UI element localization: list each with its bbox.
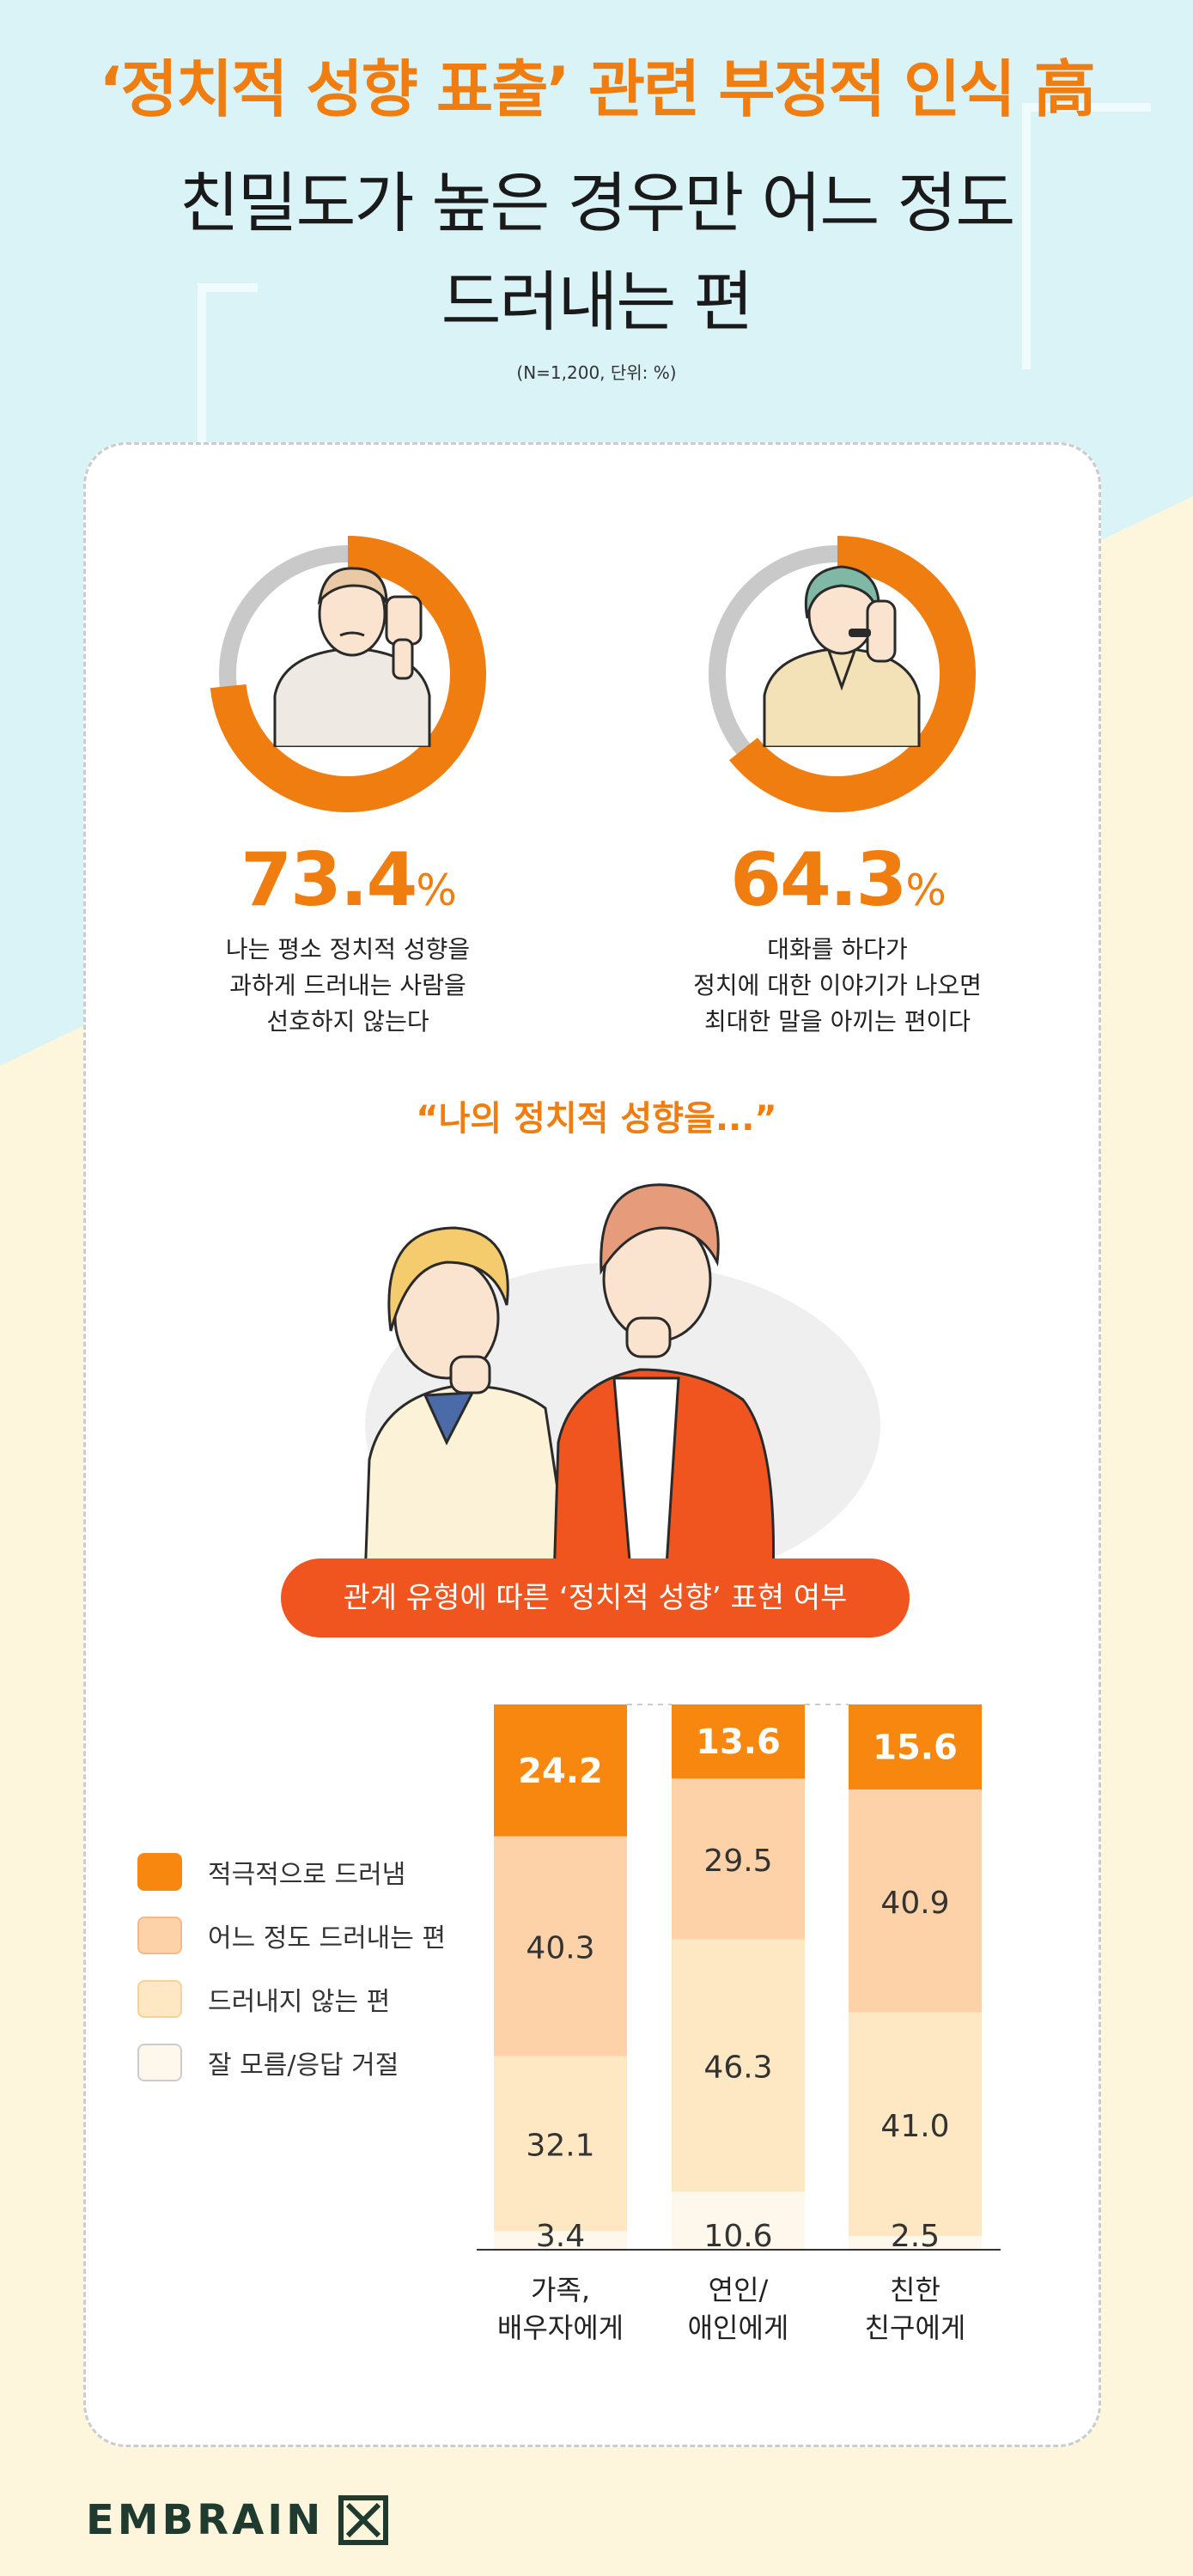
bar-segment xyxy=(672,2191,805,2250)
title-line-2: 친밀도가 높은 경우만 어느 정도 xyxy=(179,165,1016,241)
data-label: 10.6 xyxy=(703,2219,772,2254)
category-label: 배우자에게 xyxy=(497,2312,624,2344)
legend-swatch xyxy=(137,1980,182,2018)
legend-label: 적극적으로 드러냄 xyxy=(208,1860,406,1890)
background-arrow-decoration xyxy=(198,283,258,447)
thinking-couple-illustration xyxy=(363,1183,880,1580)
data-label: 40.3 xyxy=(526,1931,594,1966)
legend-item: 어느 정도 드러내는 편 xyxy=(137,1917,446,1954)
donut-arc xyxy=(729,536,976,812)
category-label: 연인/ xyxy=(709,2274,769,2306)
person-thumbs-down-illustration xyxy=(273,567,431,747)
stat-1-description: 나는 평소 정치적 성향을 과하게 드러내는 사람을 선호하지 않는다 xyxy=(225,935,471,1036)
data-label: 46.3 xyxy=(703,2050,772,2086)
sample-note: (N=1,200, 단위: %) xyxy=(516,362,677,383)
legend-label: 드러내지 않는 편 xyxy=(208,1987,391,2017)
data-label: 13.6 xyxy=(696,1722,781,1762)
legend-label: 어느 정도 드러내는 편 xyxy=(208,1923,447,1953)
legend-item: 잘 모름/응답 거절 xyxy=(137,2044,446,2081)
legend-swatch xyxy=(137,2044,182,2081)
bar-segment xyxy=(494,1836,627,2057)
bar-segment xyxy=(849,1704,982,1790)
legend-swatch xyxy=(137,1853,182,1891)
data-label: 3.4 xyxy=(536,2219,585,2254)
legend-item: 적극적으로 드러냄 xyxy=(137,1853,446,1891)
bar-segment xyxy=(494,1704,627,1837)
data-label: 40.9 xyxy=(880,1886,949,1921)
bar-segment xyxy=(494,2231,627,2250)
background-arrow-decoration xyxy=(1022,103,1151,369)
title-line-3: 드러내는 편 xyxy=(441,264,754,340)
bar-segment xyxy=(849,1789,982,2013)
category-label: 친한 xyxy=(890,2274,940,2306)
person-on-phone-illustration xyxy=(763,565,921,747)
logo-mark-icon xyxy=(338,2495,389,2545)
category-label: 가족, xyxy=(531,2274,590,2306)
bar-segment xyxy=(849,2012,982,2237)
data-label: 41.0 xyxy=(880,2109,949,2144)
legend-label: 잘 모름/응답 거절 xyxy=(208,2050,399,2081)
bar-segment xyxy=(672,1939,805,2192)
stat-2-description: 대화를 하다가 정치에 대한 이야기가 나오면 최대한 말을 아끼는 편이다 xyxy=(693,935,982,1036)
chart-legend: 적극적으로 드러냄 어느 정도 드러내는 편 드러내지 않는 편 잘 모름/응답… xyxy=(137,1853,446,2107)
bar-segment xyxy=(672,1704,805,1779)
data-label: 15.6 xyxy=(873,1728,958,1768)
brand-logo: EMBRAIN xyxy=(86,2494,389,2546)
stacked-bar-chart: 24.2 40.3 32.1 3.4 가족, 배우자에게 13.6 29.5 46.3 10.6 연… xyxy=(477,1704,1001,2344)
data-label: 29.5 xyxy=(703,1844,772,1879)
chart-section-banner: 관계 유형에 따른 ‘정치적 성향’ 표현 여부 xyxy=(281,1558,910,1637)
category-label: 친구에게 xyxy=(865,2312,966,2344)
data-label: 2.5 xyxy=(891,2219,940,2254)
category-label: 애인에게 xyxy=(688,2312,789,2344)
bar-segment xyxy=(672,1778,805,1940)
data-label: 32.1 xyxy=(526,2129,594,2164)
section-quote: “나의 정치적 성향을...” xyxy=(416,1099,777,1139)
title-line-1: ‘정치적 성향 표출’ 관련 부정적 인식 高 xyxy=(99,53,1095,125)
stat-1-value: 73.4% xyxy=(240,837,457,923)
stat-2-value: 64.3% xyxy=(730,837,946,923)
legend-swatch xyxy=(137,1917,182,1954)
donut-arc xyxy=(210,536,486,812)
data-label: 24.2 xyxy=(518,1752,603,1791)
bar-segment xyxy=(849,2236,982,2250)
legend-item: 드러내지 않는 편 xyxy=(137,1980,446,2018)
bar-segment xyxy=(494,2056,627,2232)
logo-text: EMBRAIN xyxy=(86,2496,325,2544)
